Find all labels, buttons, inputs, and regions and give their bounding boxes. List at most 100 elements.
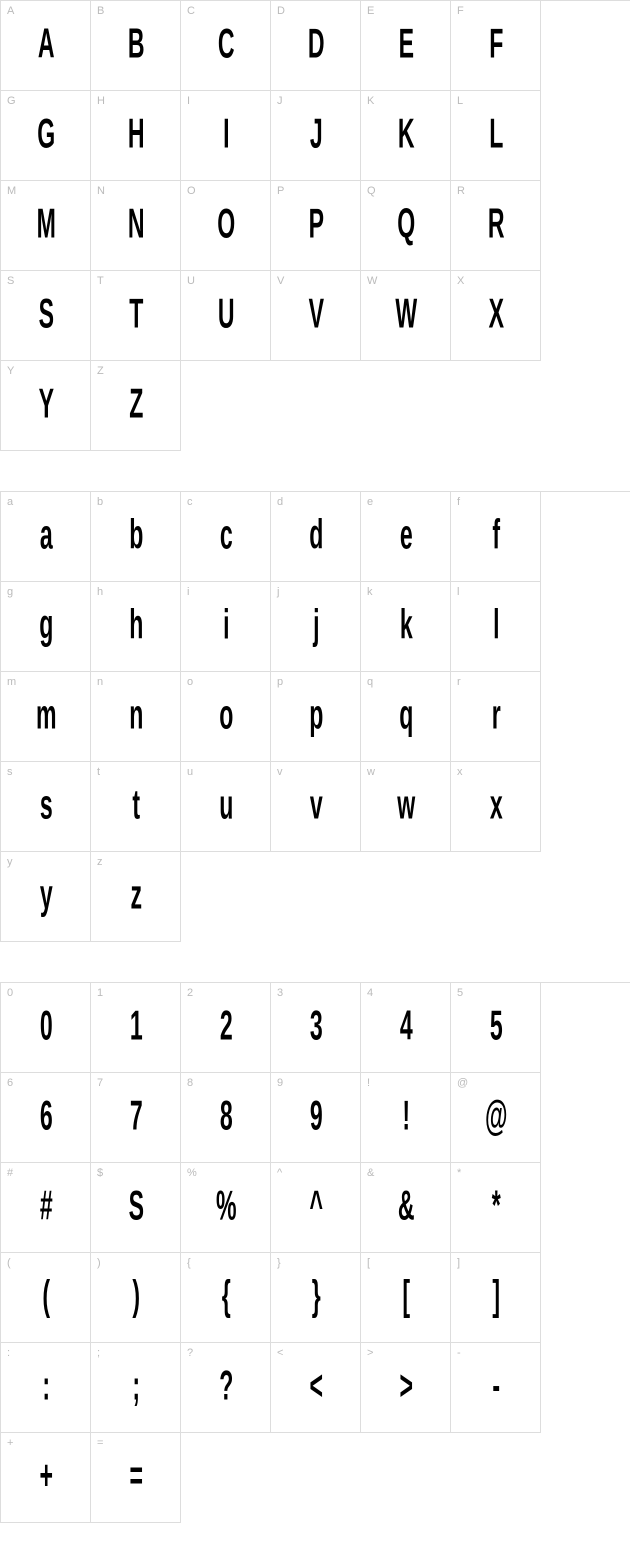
char-cell[interactable]: aa [1,492,91,582]
char-cell[interactable]: pp [271,672,361,762]
char-cell[interactable]: ]] [451,1253,541,1343]
char-cell[interactable]: ff [451,492,541,582]
char-cell[interactable]: yy [1,852,91,942]
char-cell[interactable]: 22 [181,983,271,1073]
cell-label: G [7,95,16,107]
char-cell[interactable]: << [271,1343,361,1433]
char-cell[interactable]: PP [271,181,361,271]
char-cell[interactable]: 55 [451,983,541,1073]
char-cell[interactable]: )) [91,1253,181,1343]
char-cell[interactable]: :: [1,1343,91,1433]
char-cell[interactable]: zz [91,852,181,942]
cell-glyph: m [36,690,56,738]
char-cell[interactable]: ;; [91,1343,181,1433]
char-cell[interactable]: ww [361,762,451,852]
char-cell[interactable]: bb [91,492,181,582]
char-cell[interactable]: MM [1,181,91,271]
char-cell[interactable]: YY [1,361,91,451]
char-cell[interactable]: OO [181,181,271,271]
char-cell[interactable]: ss [1,762,91,852]
char-cell[interactable]: ee [361,492,451,582]
char-cell[interactable]: [[ [361,1253,451,1343]
char-cell[interactable]: dd [271,492,361,582]
char-cell[interactable]: qq [361,672,451,762]
char-cell[interactable]: 00 [1,983,91,1073]
char-cell[interactable]: && [361,1163,451,1253]
char-cell[interactable]: SS [1,271,91,361]
char-cell[interactable]: CC [181,1,271,91]
char-cell[interactable]: EE [361,1,451,91]
char-cell[interactable]: $S [91,1163,181,1253]
char-cell[interactable]: FF [451,1,541,91]
char-cell[interactable]: xx [451,762,541,852]
char-cell[interactable]: ** [451,1163,541,1253]
char-cell[interactable]: }} [271,1253,361,1343]
char-cell[interactable]: vv [271,762,361,852]
char-cell[interactable]: HH [91,91,181,181]
char-cell[interactable]: ## [1,1163,91,1253]
char-cell[interactable]: KK [361,91,451,181]
cell-glyph: ] [492,1271,499,1319]
cell-label: = [97,1437,103,1449]
cell-glyph: % [216,1181,236,1229]
cell-label: r [457,676,461,688]
char-cell[interactable]: DD [271,1,361,91]
char-cell[interactable]: oo [181,672,271,762]
char-cell[interactable]: 66 [1,1073,91,1163]
char-cell[interactable]: TT [91,271,181,361]
char-cell[interactable]: 77 [91,1073,181,1163]
char-cell[interactable]: RR [451,181,541,271]
char-cell[interactable]: ll [451,582,541,672]
char-cell[interactable]: QQ [361,181,451,271]
char-cell[interactable]: XX [451,271,541,361]
char-cell[interactable]: WW [361,271,451,361]
char-cell[interactable]: @@ [451,1073,541,1163]
char-cell[interactable]: 33 [271,983,361,1073]
char-cell[interactable]: !! [361,1073,451,1163]
char-cell[interactable]: II [181,91,271,181]
char-cell[interactable]: 44 [361,983,451,1073]
cell-glyph: H [127,109,143,157]
char-cell[interactable]: AA [1,1,91,91]
char-cell[interactable]: 11 [91,983,181,1073]
char-cell[interactable]: LL [451,91,541,181]
char-cell[interactable]: 88 [181,1073,271,1163]
char-cell[interactable]: uu [181,762,271,852]
char-cell[interactable]: == [91,1433,181,1523]
char-cell[interactable]: JJ [271,91,361,181]
cell-glyph: x [489,780,501,828]
char-cell[interactable]: {{ [181,1253,271,1343]
cell-glyph: r [491,690,499,738]
char-cell[interactable]: ?? [181,1343,271,1433]
char-cell[interactable]: VV [271,271,361,361]
char-cell[interactable]: ++ [1,1433,91,1523]
char-cell[interactable]: hh [91,582,181,672]
char-cell[interactable]: cc [181,492,271,582]
char-cell[interactable]: gg [1,582,91,672]
char-cell[interactable]: mm [1,672,91,762]
char-cell[interactable]: tt [91,762,181,852]
char-cell[interactable]: 99 [271,1073,361,1163]
char-cell[interactable]: jj [271,582,361,672]
cell-glyph: X [488,289,503,337]
lowercase-grid: aabbccddeeffgghhiijjkkllmmnnooppqqrrsstt… [0,491,630,942]
cell-glyph: E [398,19,413,67]
char-cell[interactable]: ^^ [271,1163,361,1253]
char-cell[interactable]: kk [361,582,451,672]
char-cell[interactable]: nn [91,672,181,762]
cell-label: g [7,586,13,598]
char-cell[interactable]: ZZ [91,361,181,451]
cell-label: 5 [457,987,463,999]
char-cell[interactable]: (( [1,1253,91,1343]
char-cell[interactable]: BB [91,1,181,91]
char-cell[interactable]: >> [361,1343,451,1433]
char-cell[interactable]: UU [181,271,271,361]
char-cell[interactable]: %% [181,1163,271,1253]
char-cell[interactable]: NN [91,181,181,271]
char-cell[interactable]: GG [1,91,91,181]
char-cell[interactable]: ii [181,582,271,672]
char-cell[interactable]: rr [451,672,541,762]
cell-glyph: 4 [399,1001,411,1049]
cell-glyph: w [397,780,414,828]
char-cell[interactable]: -- [451,1343,541,1433]
